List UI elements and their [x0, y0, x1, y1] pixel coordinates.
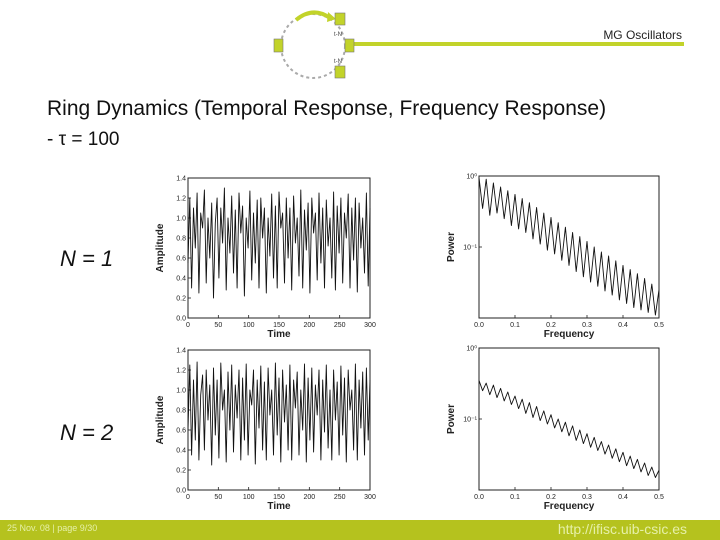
x-tick-label: 250: [334, 322, 346, 329]
y-tick-label: 0.6: [176, 428, 186, 435]
y-tick-label: 1.4: [176, 176, 186, 183]
time-series-chart-n2: 0 50 100 150 200 250 300 0.0 0.2 0.4 0.6 0.8 1.0 1.2 1…: [155, 348, 376, 513]
time-plot-n1: 0 50 100 150 200 250 300 0.0 0.2 0.4 0.6 0.8 1.0 1.2 1…: [150, 172, 380, 341]
y-tick-label: 0.8: [176, 408, 186, 415]
y-tick-label: 0.8: [176, 236, 186, 243]
series-line: [187, 361, 371, 466]
power-spectrum-chart-n1: 0.0 0.1 0.2 0.3 0.4 0.5 10⁰ 10⁻¹ Frequency Power: [446, 173, 664, 341]
x-tick-label: 0.4: [618, 322, 628, 329]
node-top-icon: [334, 12, 346, 26]
node-left-icon: [273, 38, 284, 53]
x-tick-label: 0.0: [474, 322, 484, 329]
x-tick-label: 300: [364, 322, 376, 329]
ring-oscillator-diagram-icon: t-N t-N: [266, 6, 360, 86]
y-tick-label: 1.0: [176, 388, 186, 395]
x-tick-label: 0.1: [510, 322, 520, 329]
x-tick-label: 100: [243, 494, 255, 501]
x-tick-label: 0.5: [654, 322, 664, 329]
y-tick-label: 1.4: [176, 348, 186, 355]
y-axis-label: Amplitude: [155, 395, 166, 444]
x-tick-label: 100: [243, 322, 255, 329]
y-tick-label: 1.2: [176, 368, 186, 375]
node-label: t-N: [334, 59, 342, 65]
panel-label-n1: N = 1: [60, 246, 114, 271]
footer-date-page: 25 Nov. 08 | page 9/30: [7, 523, 98, 533]
y-tick-label: 0.2: [176, 296, 186, 303]
y-tick-label: 10⁰: [466, 173, 477, 181]
x-axis-label: Time: [267, 501, 291, 512]
x-tick-label: 150: [273, 322, 285, 329]
x-tick-label: 0.5: [654, 494, 664, 501]
panel-label-n2: N = 2: [60, 420, 114, 445]
y-tick-label: 0.0: [176, 316, 186, 323]
x-tick-label: 0: [186, 322, 190, 329]
node-label: t-N: [334, 32, 342, 38]
power-plot-n1: 0.0 0.1 0.2 0.3 0.4 0.5 10⁰ 10⁻¹ Frequency Power: [443, 170, 668, 341]
slide-title: Ring Dynamics (Temporal Response, Freque…: [47, 97, 607, 120]
y-tick-label: 0.2: [176, 468, 186, 475]
y-axis-label: Power: [446, 404, 457, 434]
x-axis-label: Time: [267, 329, 291, 340]
header-title: MG Oscillators: [603, 28, 682, 42]
x-tick-label: 0.2: [546, 494, 556, 501]
x-tick-label: 150: [273, 494, 285, 501]
series-line: [478, 177, 660, 316]
x-tick-label: 0: [186, 494, 190, 501]
x-tick-label: 0.1: [510, 494, 520, 501]
y-tick-label: 0.6: [176, 256, 186, 263]
power-spectrum-chart-n2: 0.0 0.1 0.2 0.3 0.4 0.5 10⁰ 10⁻¹ Frequency Power: [446, 345, 664, 513]
x-tick-label: 200: [303, 322, 315, 329]
series-line: [187, 187, 371, 299]
x-axis-label: Frequency: [544, 329, 595, 340]
time-plot-n2: 0 50 100 150 200 250 300 0.0 0.2 0.4 0.6 0.8 1.0 1.2 1…: [150, 344, 380, 513]
y-tick-label: 10⁰: [466, 345, 477, 353]
y-tick-label: 10⁻¹: [463, 417, 477, 424]
y-tick-label: 10⁻¹: [463, 245, 477, 252]
node-bottom-icon: [334, 65, 346, 79]
x-tick-label: 300: [364, 494, 376, 501]
y-tick-label: 0.4: [176, 276, 186, 283]
arrow-icon: [294, 10, 332, 22]
footer-url-link[interactable]: http://ifisc.uib-csic.es: [557, 521, 687, 537]
y-tick-label: 1.2: [176, 196, 186, 203]
y-tick-label: 1.0: [176, 216, 186, 223]
y-tick-label: 0.0: [176, 488, 186, 495]
y-tick-label: 0.4: [176, 448, 186, 455]
slide-subtitle: - τ = 100: [47, 129, 120, 150]
series-line: [478, 380, 660, 478]
x-tick-label: 0.3: [582, 322, 592, 329]
x-tick-label: 0.0: [474, 494, 484, 501]
x-tick-label: 0.3: [582, 494, 592, 501]
y-axis-label: Amplitude: [155, 223, 166, 272]
time-series-chart-n1: 0 50 100 150 200 250 300 0.0 0.2 0.4 0.6 0.8 1.0 1.2 1…: [155, 176, 376, 341]
power-plot-n2: 0.0 0.1 0.2 0.3 0.4 0.5 10⁰ 10⁻¹ Frequency Power: [443, 342, 668, 513]
footer-bar: [0, 520, 720, 540]
x-tick-label: 200: [303, 494, 315, 501]
node-right-icon: [344, 38, 355, 53]
x-tick-label: 50: [214, 322, 222, 329]
plot-frame: [478, 347, 660, 491]
y-axis-label: Power: [446, 232, 457, 262]
arrow-head-icon: [327, 12, 336, 22]
x-tick-label: 50: [214, 494, 222, 501]
x-tick-label: 0.4: [618, 494, 628, 501]
x-tick-label: 250: [334, 494, 346, 501]
plot-frame: [478, 175, 660, 319]
x-tick-label: 0.2: [546, 322, 556, 329]
x-axis-label: Frequency: [544, 501, 595, 512]
header-accent-rule: [347, 42, 684, 46]
